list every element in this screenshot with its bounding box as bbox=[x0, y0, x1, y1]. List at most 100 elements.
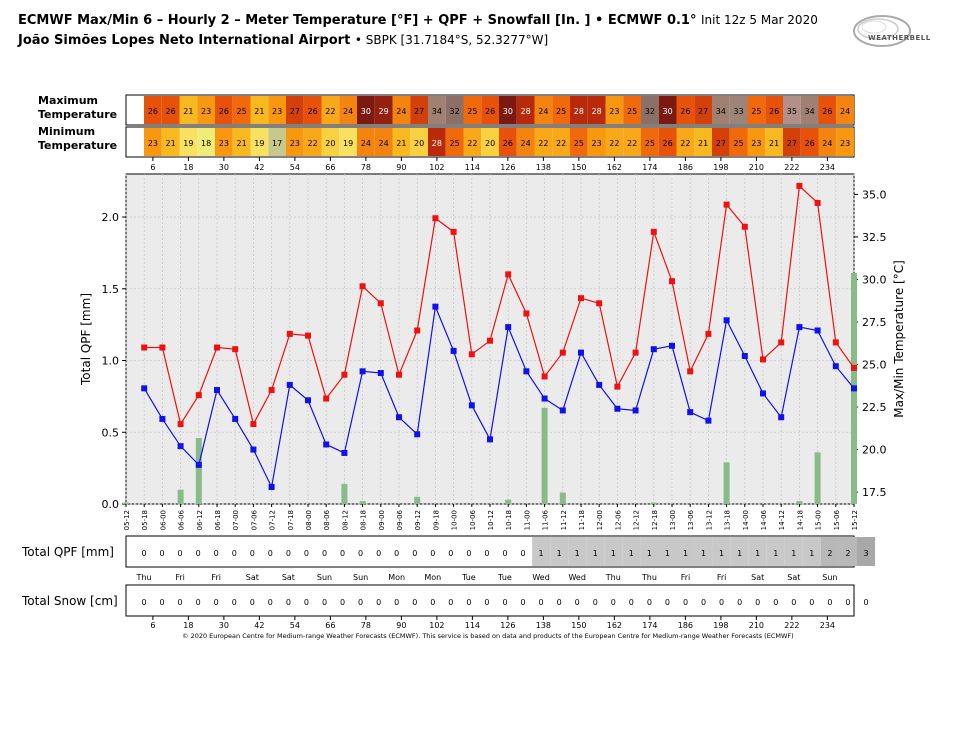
qpf-cell-value: 0 bbox=[286, 549, 291, 558]
max-temp-point bbox=[232, 346, 239, 353]
min-temp-value: 22 bbox=[680, 139, 690, 148]
hour-tick-label: 234 bbox=[820, 163, 835, 172]
snow-cell-value: 0 bbox=[521, 598, 526, 607]
left-tick-label: 0.0 bbox=[102, 498, 120, 511]
min-temp-value: 26 bbox=[805, 139, 815, 148]
x-tick-label: 07-06 bbox=[250, 509, 258, 530]
qpf-cell-value: 1 bbox=[719, 549, 724, 558]
max-temp-point bbox=[832, 339, 839, 346]
location-line: João Simões Lopes Neto International Air… bbox=[18, 33, 548, 48]
left-tick-label: 2.0 bbox=[102, 211, 120, 224]
min-temp-point bbox=[195, 461, 202, 468]
snow-cell-value: 0 bbox=[539, 598, 544, 607]
max-temp-point bbox=[396, 371, 402, 378]
min-temp-point bbox=[523, 368, 530, 375]
max-temp-cell bbox=[587, 96, 606, 124]
min-temp-value: 18 bbox=[201, 139, 211, 148]
snow-cell-value: 0 bbox=[466, 598, 471, 607]
bottom-tick-label: 102 bbox=[429, 621, 444, 630]
bottom-tick-label: 138 bbox=[536, 621, 551, 630]
min-temp-line bbox=[143, 304, 855, 489]
qpf-cell-shade bbox=[712, 537, 731, 566]
qpf-bar bbox=[650, 502, 657, 504]
hour-tick-label: 138 bbox=[536, 163, 551, 172]
snow-cell-value: 0 bbox=[376, 598, 381, 607]
snow-cell-value: 0 bbox=[340, 598, 345, 607]
max-temp-point bbox=[559, 349, 566, 356]
init-time: Init 12z 5 Mar 2020 bbox=[701, 13, 818, 27]
x-tick-label: 06-06 bbox=[178, 509, 186, 530]
max-temp-value: 24 bbox=[840, 107, 850, 116]
x-tick-label: 05-12 bbox=[123, 510, 131, 530]
qpf-bar bbox=[195, 438, 202, 504]
max-temp-point bbox=[250, 421, 257, 428]
min-temp-value: 17 bbox=[272, 139, 282, 148]
qpf-cell-value: 2 bbox=[827, 549, 832, 558]
min-temp-point bbox=[377, 370, 384, 377]
min-temp-point bbox=[832, 363, 839, 370]
max-temp-cell bbox=[303, 96, 322, 124]
min-temp-point bbox=[669, 342, 675, 349]
min-temp-value: 22 bbox=[627, 139, 637, 148]
min-temp-point bbox=[450, 347, 457, 354]
max-temp-cell bbox=[712, 96, 730, 124]
max-temp-cell bbox=[197, 96, 215, 124]
snow-cell-value: 0 bbox=[412, 598, 417, 607]
min-temp-value: 23 bbox=[751, 139, 761, 148]
qpf-cell-value: 1 bbox=[773, 549, 778, 558]
qpf-bar bbox=[796, 501, 803, 504]
max-temp-value: 26 bbox=[148, 107, 158, 116]
day-label: Tue bbox=[497, 573, 512, 582]
min-temp-cell bbox=[747, 128, 766, 156]
x-tick-label: 11-00 bbox=[523, 510, 531, 530]
x-tick-label: 06-00 bbox=[159, 510, 167, 530]
x-tick-label: 10-12 bbox=[487, 510, 495, 530]
qpf-cell-value: 1 bbox=[755, 549, 760, 558]
qpf-bar bbox=[814, 452, 821, 504]
snow-cell-value: 0 bbox=[557, 598, 562, 607]
qpf-cell-value: 1 bbox=[557, 549, 562, 558]
min-temp-point bbox=[286, 381, 293, 388]
hour-tick-label: 42 bbox=[254, 163, 264, 172]
min-temp-value: 24 bbox=[822, 139, 832, 148]
max-temp-point bbox=[468, 351, 475, 358]
qpf-cell-value: 0 bbox=[160, 549, 165, 558]
min-temp-cell bbox=[481, 128, 499, 156]
x-tick-label: 15-00 bbox=[815, 510, 823, 530]
min-temp-cell bbox=[552, 128, 570, 156]
qpf-cell-value: 0 bbox=[304, 549, 309, 558]
snow-cell-value: 0 bbox=[665, 598, 670, 607]
qpf-cell-value: 0 bbox=[394, 549, 399, 558]
max-temp-value: 23 bbox=[272, 107, 282, 116]
qpf-cell-value: 0 bbox=[340, 549, 345, 558]
max-temp-value: 21 bbox=[254, 107, 264, 116]
min-temp-point bbox=[705, 417, 712, 424]
max-temp-value: 24 bbox=[343, 107, 353, 116]
qpf-cell-value: 1 bbox=[737, 549, 742, 558]
max-temp-cell bbox=[161, 96, 180, 124]
right-tick-label: 30.0 bbox=[862, 273, 887, 286]
qpf-cell-value: 1 bbox=[575, 549, 580, 558]
day-label: Thu bbox=[641, 573, 657, 582]
left-axis-label: Total QPF [mm] bbox=[79, 293, 93, 386]
x-tick-label: 08-18 bbox=[360, 510, 368, 530]
min-temp-point bbox=[559, 407, 566, 414]
max-temp-cell bbox=[339, 96, 357, 124]
qpf-cell-shade bbox=[748, 537, 767, 566]
min-temp-value: 25 bbox=[574, 139, 584, 148]
day-label: Sun bbox=[317, 573, 332, 582]
max-temp-point bbox=[286, 330, 293, 337]
x-tick-label: 14-12 bbox=[778, 510, 786, 530]
max-temp-value: 33 bbox=[734, 107, 744, 116]
snow-cell-value: 0 bbox=[737, 598, 742, 607]
x-tick-label: 15-12 bbox=[851, 510, 859, 530]
min-temp-cell bbox=[783, 128, 801, 156]
min-temp-cell bbox=[836, 128, 854, 156]
snow-cell-value: 0 bbox=[304, 598, 309, 607]
qpf-table-label: Total QPF [mm] bbox=[22, 545, 114, 559]
max-temp-cell bbox=[321, 96, 340, 124]
min-temp-cell bbox=[232, 128, 251, 156]
qpf-cell-shade bbox=[838, 537, 857, 566]
qpf-cell-value: 1 bbox=[809, 549, 814, 558]
